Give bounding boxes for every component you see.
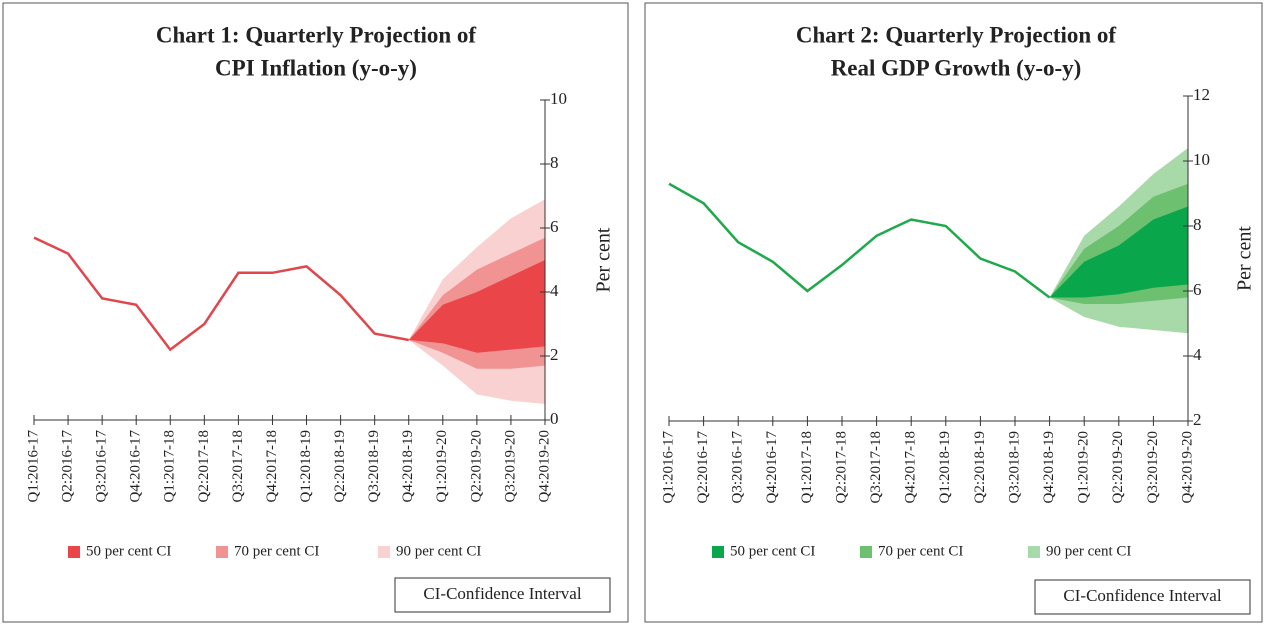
chart-title: Chart 2: Quarterly Projection of xyxy=(796,22,1117,47)
y-tick-label: 12 xyxy=(1193,85,1210,104)
x-tick-label: Q3:2019-20 xyxy=(1145,431,1161,504)
x-tick-label: Q4:2019-20 xyxy=(536,430,552,503)
note: CI-Confidence Interval xyxy=(423,584,581,603)
legend-label: 70 per cent CI xyxy=(878,543,963,559)
x-tick-label: Q3:2018-19 xyxy=(1006,431,1022,504)
x-tick-label: Q1:2019-20 xyxy=(1076,431,1092,504)
x-tick-label: Q1:2017-18 xyxy=(162,430,178,503)
y-tick-label: 2 xyxy=(550,345,559,364)
ci-band xyxy=(1049,206,1188,298)
chart-title: CPI Inflation (y-o-y) xyxy=(215,55,417,80)
y-tick-label: 2 xyxy=(1193,410,1202,429)
x-tick-label: Q1:2018-19 xyxy=(937,431,953,504)
x-tick-label: Q3:2016-17 xyxy=(730,431,746,504)
x-tick-label: Q2:2016-17 xyxy=(695,431,711,504)
legend-label: 90 per cent CI xyxy=(396,543,481,559)
chart-title: Real GDP Growth (y-o-y) xyxy=(831,55,1082,80)
x-tick-label: Q4:2019-20 xyxy=(1179,431,1195,504)
ci-band xyxy=(408,260,545,353)
y-tick-label: 6 xyxy=(550,217,559,236)
y-tick-label: 4 xyxy=(1193,345,1202,364)
x-tick-label: Q2:2019-20 xyxy=(1110,431,1126,504)
legend-swatch xyxy=(860,546,872,558)
x-tick-label: Q1:2016-17 xyxy=(25,430,41,503)
note-box xyxy=(1034,579,1251,615)
x-tick-label: Q1:2018-19 xyxy=(298,430,314,503)
legend-swatch xyxy=(712,546,724,558)
legend-label: 50 per cent CI xyxy=(86,543,171,559)
note: CI-Confidence Interval xyxy=(1063,586,1221,605)
x-tick-label: Q3:2017-18 xyxy=(230,430,246,503)
x-tick-label: Q3:2016-17 xyxy=(94,430,110,503)
note-box xyxy=(394,577,611,613)
y-tick-label: 0 xyxy=(550,409,559,428)
y-tick-label: 4 xyxy=(550,281,559,300)
x-tick-label: Q2:2018-19 xyxy=(972,431,988,504)
x-tick-label: Q2:2016-17 xyxy=(60,430,76,503)
x-tick-label: Q4:2017-18 xyxy=(903,431,919,504)
x-tick-label: Q3:2017-18 xyxy=(868,431,884,504)
panel-border xyxy=(644,2,1263,623)
x-tick-label: Q1:2016-17 xyxy=(660,431,676,504)
line xyxy=(33,236,409,352)
legend-swatch xyxy=(378,546,390,558)
legend-label: 90 per cent CI xyxy=(1046,543,1131,559)
x-tick-label: Q4:2017-18 xyxy=(264,430,280,503)
legend-label: 70 per cent CI xyxy=(234,543,319,559)
y-tick-label: 8 xyxy=(1193,215,1202,234)
x-tick-label: Q4:2016-17 xyxy=(764,431,780,504)
chart-title: Chart 1: Quarterly Projection of xyxy=(156,22,477,47)
legend-swatch xyxy=(1028,546,1040,558)
legend-swatch xyxy=(68,546,80,558)
x-tick-label: Q2:2019-20 xyxy=(468,430,484,503)
y-tick-label: 8 xyxy=(550,153,559,172)
y-axis-label: Per cent xyxy=(593,227,615,292)
y-tick-label: 10 xyxy=(1193,150,1210,169)
line xyxy=(668,182,1051,299)
x-tick-label: Q4:2018-19 xyxy=(400,430,416,503)
x-tick-label: Q3:2019-20 xyxy=(502,430,518,503)
y-tick-label: 6 xyxy=(1193,280,1202,299)
legend-swatch xyxy=(216,546,228,558)
panel-border xyxy=(2,2,629,623)
x-tick-label: Q1:2017-18 xyxy=(799,431,815,504)
x-tick-label: Q3:2018-19 xyxy=(366,430,382,503)
y-axis-label: Per cent xyxy=(1234,226,1256,291)
x-tick-label: Q2:2017-18 xyxy=(833,431,849,504)
x-tick-label: Q4:2018-19 xyxy=(1041,431,1057,504)
x-tick-label: Q1:2019-20 xyxy=(434,430,450,503)
x-tick-label: Q4:2016-17 xyxy=(128,430,144,503)
x-tick-label: Q2:2017-18 xyxy=(196,430,212,503)
y-tick-label: 10 xyxy=(550,89,567,108)
legend-label: 50 per cent CI xyxy=(730,543,815,559)
x-tick-label: Q2:2018-19 xyxy=(332,430,348,503)
